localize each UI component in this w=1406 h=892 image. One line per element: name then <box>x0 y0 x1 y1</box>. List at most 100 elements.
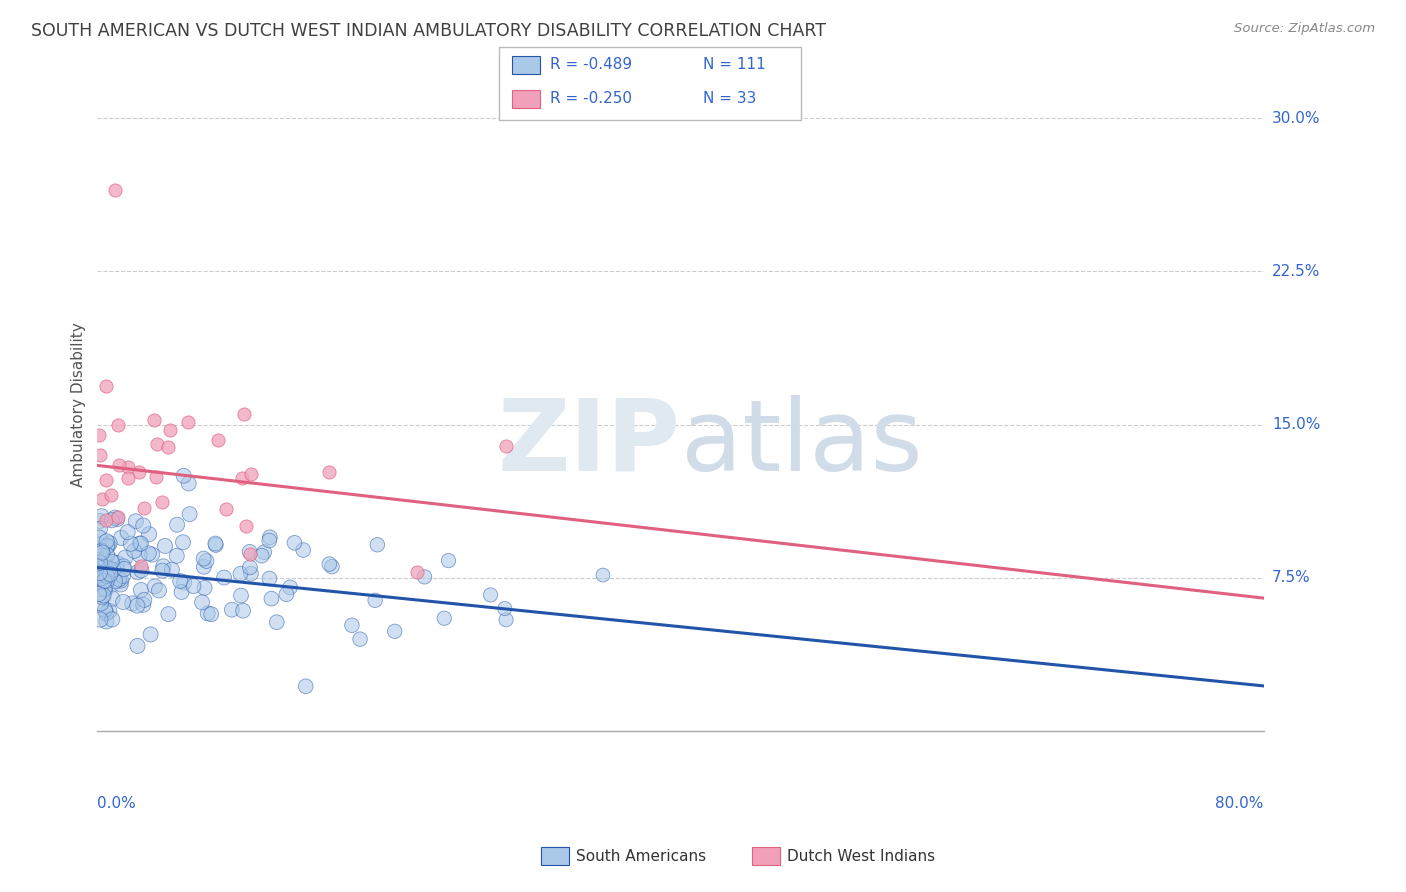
Point <box>93 574 115 588</box>
Text: Source: ZipAtlas.com: Source: ZipAtlas.com <box>1234 22 1375 36</box>
Point <box>105 512 128 526</box>
Point <box>121 596 143 610</box>
Point <box>318 465 340 479</box>
Point <box>128 548 150 562</box>
Point <box>132 598 155 612</box>
Point <box>96 534 118 549</box>
Point <box>127 566 149 580</box>
Point <box>100 513 122 527</box>
Point <box>179 507 201 521</box>
Point <box>112 562 135 576</box>
Point <box>193 581 215 595</box>
Point <box>437 553 460 567</box>
Point <box>250 549 273 563</box>
Point <box>364 593 387 607</box>
Point <box>100 555 122 569</box>
Point <box>93 570 115 584</box>
Point <box>89 522 111 536</box>
Point <box>266 615 288 630</box>
Point <box>260 591 283 606</box>
Point <box>91 569 114 583</box>
Point <box>89 556 111 570</box>
Point <box>112 595 135 609</box>
Point <box>240 467 263 482</box>
Point <box>117 460 139 475</box>
Point <box>278 580 301 594</box>
Point <box>91 561 114 575</box>
Point <box>197 607 219 621</box>
Point <box>143 413 166 427</box>
Point <box>259 533 281 548</box>
Point <box>91 545 114 559</box>
Point <box>90 571 112 585</box>
Point <box>170 585 193 599</box>
Point <box>139 627 162 641</box>
Point <box>592 568 614 582</box>
Point <box>105 556 128 570</box>
Point <box>108 572 131 586</box>
Point <box>131 559 153 574</box>
Text: R = -0.489: R = -0.489 <box>550 57 631 71</box>
Point <box>96 615 118 629</box>
Point <box>87 587 110 601</box>
Point <box>166 517 188 532</box>
Point <box>239 566 262 581</box>
Point <box>89 448 111 462</box>
Point <box>193 551 215 566</box>
Text: 22.5%: 22.5% <box>1272 264 1320 279</box>
Point <box>110 577 132 591</box>
Point <box>89 531 111 545</box>
Point <box>232 604 254 618</box>
Point <box>97 539 120 553</box>
Point <box>294 679 316 693</box>
Point <box>321 559 343 574</box>
Point <box>169 574 191 588</box>
Point <box>124 544 146 558</box>
Text: N = 111: N = 111 <box>703 57 766 71</box>
Point <box>152 559 174 574</box>
Point <box>283 536 305 550</box>
Point <box>104 183 127 197</box>
Text: 7.5%: 7.5% <box>1272 570 1310 585</box>
Point <box>349 632 371 647</box>
Point <box>89 565 111 579</box>
Point <box>340 618 363 632</box>
Point <box>495 438 517 452</box>
Point <box>129 583 152 598</box>
Point <box>127 639 149 653</box>
Point <box>110 531 132 545</box>
Point <box>89 613 111 627</box>
Point <box>94 582 117 597</box>
Point <box>96 539 118 553</box>
Point <box>94 603 117 617</box>
Point <box>253 545 276 559</box>
Point <box>239 547 262 561</box>
Point <box>93 552 115 566</box>
Point <box>111 569 134 583</box>
Point <box>91 575 114 590</box>
Point <box>150 495 173 509</box>
Point <box>112 559 135 574</box>
Point <box>177 476 200 491</box>
Point <box>259 572 281 586</box>
Text: 80.0%: 80.0% <box>1216 797 1264 811</box>
Point <box>120 537 142 551</box>
Point <box>141 548 163 562</box>
Point <box>104 510 127 524</box>
Point <box>384 624 406 639</box>
Point <box>87 555 110 569</box>
Point <box>276 587 298 601</box>
Point <box>87 538 110 552</box>
Point <box>94 559 117 574</box>
Point <box>107 418 129 433</box>
Point <box>191 595 214 609</box>
Point <box>98 561 121 575</box>
Point <box>200 607 222 622</box>
Point <box>221 602 243 616</box>
Point <box>93 582 115 596</box>
Point <box>157 440 180 454</box>
Point <box>103 563 125 577</box>
Text: ZIP: ZIP <box>498 395 681 491</box>
Text: SOUTH AMERICAN VS DUTCH WEST INDIAN AMBULATORY DISABILITY CORRELATION CHART: SOUTH AMERICAN VS DUTCH WEST INDIAN AMBU… <box>31 22 825 40</box>
Point <box>110 574 132 588</box>
